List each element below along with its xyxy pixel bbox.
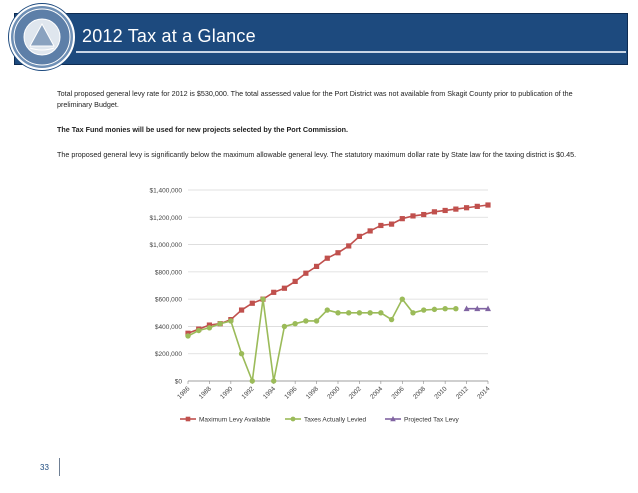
data-point-circle [388, 316, 395, 323]
levy-rate-paragraph: Total proposed general levy rate for 201… [57, 89, 573, 109]
y-tick-label: $400,000 [155, 324, 182, 331]
data-point-square [249, 300, 255, 306]
data-point-circle [238, 351, 245, 357]
y-tick-label: $1,400,000 [149, 188, 182, 195]
y-tick-label: $1,000,000 [149, 242, 182, 249]
x-tick-label: 2014 [476, 385, 491, 400]
x-tick-label: 1992 [241, 385, 256, 400]
data-point-square [367, 228, 373, 234]
data-point-circle [249, 378, 255, 384]
data-point-circle [324, 307, 330, 313]
data-point-circle [196, 327, 202, 334]
legend-marker [290, 416, 296, 422]
x-tick-label: 2006 [391, 385, 406, 400]
data-point-triangle [463, 305, 470, 312]
data-point-square [324, 255, 330, 261]
data-point-square [271, 289, 277, 295]
data-point-circle [442, 305, 448, 312]
data-point-triangle [485, 305, 491, 312]
data-point-circle [453, 305, 459, 312]
data-point-circle [356, 310, 363, 316]
y-tick-label: $200,000 [155, 351, 182, 358]
data-point-square [378, 222, 384, 229]
data-point-square [399, 216, 405, 222]
x-tick-label: 1990 [219, 385, 234, 400]
port-seal-logo [9, 4, 75, 70]
title-underline [76, 51, 626, 53]
data-point-circle [303, 318, 309, 324]
y-tick-label: $600,000 [155, 297, 182, 304]
data-point-square [442, 207, 448, 214]
data-point-square [303, 270, 309, 276]
legend-label: Taxes Actually Levied [304, 416, 367, 423]
x-tick-label: 2012 [455, 385, 470, 400]
data-point-square [410, 213, 416, 219]
data-point-circle [399, 296, 405, 302]
data-point-circle [228, 318, 234, 324]
legend-marker [390, 416, 396, 422]
page-number: 33 [40, 463, 49, 472]
x-tick-label: 2010 [433, 385, 448, 400]
data-point-circle [217, 321, 223, 327]
data-point-circle [271, 378, 277, 384]
data-point-square [431, 209, 438, 215]
data-point-circle [335, 310, 341, 316]
y-tick-label: $1,200,000 [149, 215, 182, 222]
data-point-square [463, 205, 470, 211]
x-tick-label: 2000 [326, 385, 341, 400]
data-point-circle [313, 318, 320, 324]
data-point-square [238, 307, 245, 313]
y-tick-label: $800,000 [155, 269, 182, 276]
data-point-circle [281, 323, 288, 330]
tax-fund-paragraph: The Tax Fund monies will be used for new… [57, 125, 349, 134]
data-point-circle [346, 310, 352, 316]
data-point-square [356, 233, 363, 239]
footer-divider [59, 458, 60, 476]
legend-label: Projected Tax Levy [404, 416, 460, 423]
page-title: 2012 Tax at a Glance [82, 26, 256, 46]
data-point-square [185, 330, 191, 336]
legend-label: Maximum Levy Available [199, 416, 271, 423]
data-point-triangle [474, 305, 481, 312]
x-tick-label: 2002 [348, 385, 363, 400]
x-tick-label: 2004 [369, 385, 384, 400]
data-point-circle [206, 325, 213, 331]
series-line [187, 297, 456, 382]
x-tick-label: 1988 [198, 385, 213, 400]
x-tick-label: 1996 [283, 385, 298, 400]
legend-marker [185, 416, 191, 422]
data-point-circle [421, 307, 427, 313]
title-banner [14, 13, 628, 65]
x-tick-label: 1998 [305, 385, 320, 400]
data-point-circle [431, 306, 438, 313]
data-point-square [346, 243, 352, 249]
data-point-circle [378, 310, 384, 316]
data-point-square [453, 206, 459, 212]
y-tick-label: $0 [175, 379, 183, 386]
data-point-square [292, 278, 298, 285]
port-seal-graphic [13, 8, 71, 66]
data-point-circle [292, 321, 298, 327]
data-point-square [313, 263, 320, 269]
data-point-circle [410, 310, 416, 316]
data-point-square [335, 250, 341, 256]
data-point-square [421, 211, 427, 218]
x-tick-label: 1994 [262, 385, 277, 400]
data-point-square [485, 202, 491, 208]
data-point-square [388, 221, 395, 227]
data-point-square [474, 203, 480, 209]
general-levy-paragraph: The proposed general levy is significant… [57, 150, 577, 159]
x-tick-label: 1986 [176, 385, 191, 400]
data-point-circle [367, 310, 373, 316]
data-point-circle [260, 296, 266, 302]
x-tick-label: 2008 [412, 385, 427, 400]
data-point-square [206, 322, 213, 328]
data-point-square [281, 285, 288, 291]
data-point-circle [185, 333, 191, 339]
